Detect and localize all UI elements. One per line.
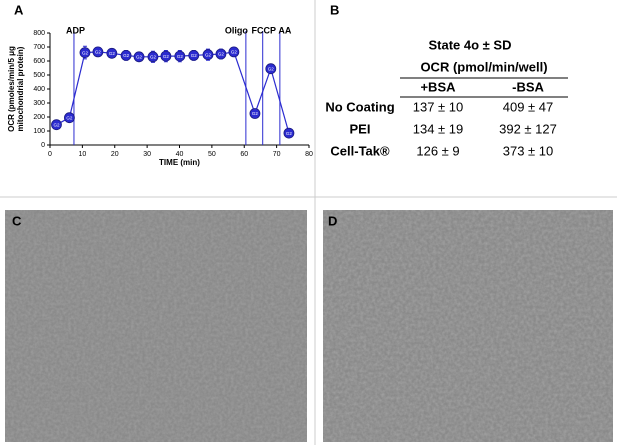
marker-label: G2 [123,53,130,58]
panel-label: C [12,213,22,228]
series-line [56,51,290,134]
cell: 409 ± 47 [503,99,554,114]
y-tick-label: 600 [33,58,45,65]
row-label: Cell-Tak® [330,143,390,158]
cell: 373 ± 10 [503,143,554,158]
marker [265,63,277,75]
marker-label: G2 [150,54,157,59]
column-header: +BSA [420,79,456,94]
marker-label: G2 [66,115,73,120]
micrograph [5,210,307,442]
y-tick-label: 0 [41,142,45,149]
y-tick-label: 500 [33,72,45,79]
x-tick-label: 60 [240,151,248,158]
table: State 4o ± SD OCR (pmol/min/well) +BSA -… [325,37,568,158]
y-tick-label: 100 [33,128,45,135]
marker [92,46,104,58]
micrograph [323,210,613,442]
marker-label: G2 [163,54,170,59]
marker-label: G2 [286,131,293,136]
cell: 137 ± 10 [413,99,464,114]
marker-label: G2 [205,52,212,57]
marker [147,51,159,63]
row-label: PEI [350,121,371,136]
annotation: AA [278,25,291,35]
y-tick-label: 700 [33,44,45,51]
x-axis-label: TIME (min) [159,158,200,167]
cell: 134 ± 19 [413,121,464,136]
marker [133,51,145,63]
marker [228,46,240,58]
y-tick-label: 200 [33,114,45,121]
marker [79,47,91,58]
x-tick-label: 40 [176,151,184,158]
marker-label: G2 [268,66,275,71]
x-tick-label: 80 [305,151,313,158]
y-tick-label: 400 [33,86,45,93]
x-tick-label: 70 [273,151,281,158]
x-tick-label: 50 [208,151,216,158]
marker-label: G2 [136,54,143,59]
marker-label: G2 [252,111,259,116]
annotation: FCCP [251,25,276,35]
marker [174,50,186,62]
marker-label: G2 [109,51,116,56]
chart: 0 100 200 300 400 500 600 700 800 0 10 20 30 40 50 60 70… [7,25,313,167]
annotation: ADP [66,25,85,35]
y-axis-label: mitochondrial protein) [16,46,25,131]
table-title: State 4o ± SD [429,37,512,52]
marker [202,49,214,61]
x-tick-label: 20 [111,151,119,158]
x-tick-label: 30 [143,151,151,158]
marker-label: G2 [191,53,198,58]
y-tick-label: 300 [33,100,45,107]
marker-label: G2 [95,50,102,55]
y-tick-label: 800 [33,30,45,37]
marker [249,108,261,119]
marker-label: G2 [82,50,89,55]
marker-label: G2 [177,54,184,59]
cell: 126 ± 9 [416,143,459,158]
marker [64,112,75,124]
marker [215,48,227,60]
marker-label: G2 [53,122,60,127]
marker [283,127,295,139]
marker [51,119,62,131]
marker [160,50,172,62]
marker-label: G2 [231,50,238,55]
panel-label: B [330,2,339,17]
table-subtitle: OCR (pmol/min/well) [420,59,547,74]
x-tick-label: 10 [78,151,86,158]
marker [188,50,200,61]
marker [106,47,118,59]
marker [120,50,132,61]
row-label: No Coating [325,99,394,114]
marker-label: G2 [218,52,225,57]
x-tick-label: 0 [48,151,52,158]
column-header: -BSA [512,79,544,94]
annotation: Oligo [225,25,248,35]
y-axis-label: OCR (pmoles/min/5 μg [7,46,16,132]
panel-label: A [14,2,24,17]
cell: 392 ± 127 [499,121,557,136]
panel-label: D [328,213,337,228]
